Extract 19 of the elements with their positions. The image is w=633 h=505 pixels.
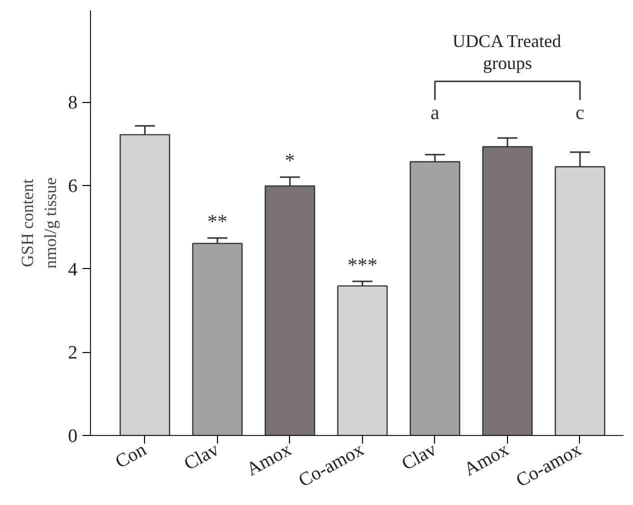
x-tick-label: Clav <box>398 439 440 475</box>
annotation: * <box>284 150 295 172</box>
annotation: ** <box>207 211 228 233</box>
y-tick-label: 2 <box>68 342 78 364</box>
annotation: a <box>430 102 440 124</box>
x-tick-label: Clav <box>180 439 223 475</box>
y-tick-label: 0 <box>68 426 78 447</box>
annotation: *** <box>347 254 378 276</box>
y-axis-title: GSH content nmol/g tissue <box>18 177 60 269</box>
bar <box>337 285 388 436</box>
annotation: c <box>576 102 585 124</box>
x-tick-label: Amox <box>243 439 296 480</box>
x-tick-label: Con <box>112 439 150 473</box>
annotation: UDCA Treated groups <box>452 31 562 73</box>
y-tick-label: 6 <box>68 176 78 197</box>
bar <box>192 242 243 436</box>
x-tick-label: Amox <box>460 439 513 480</box>
y-tick-label: 8 <box>68 92 78 114</box>
y-tick-label: 4 <box>68 259 78 280</box>
